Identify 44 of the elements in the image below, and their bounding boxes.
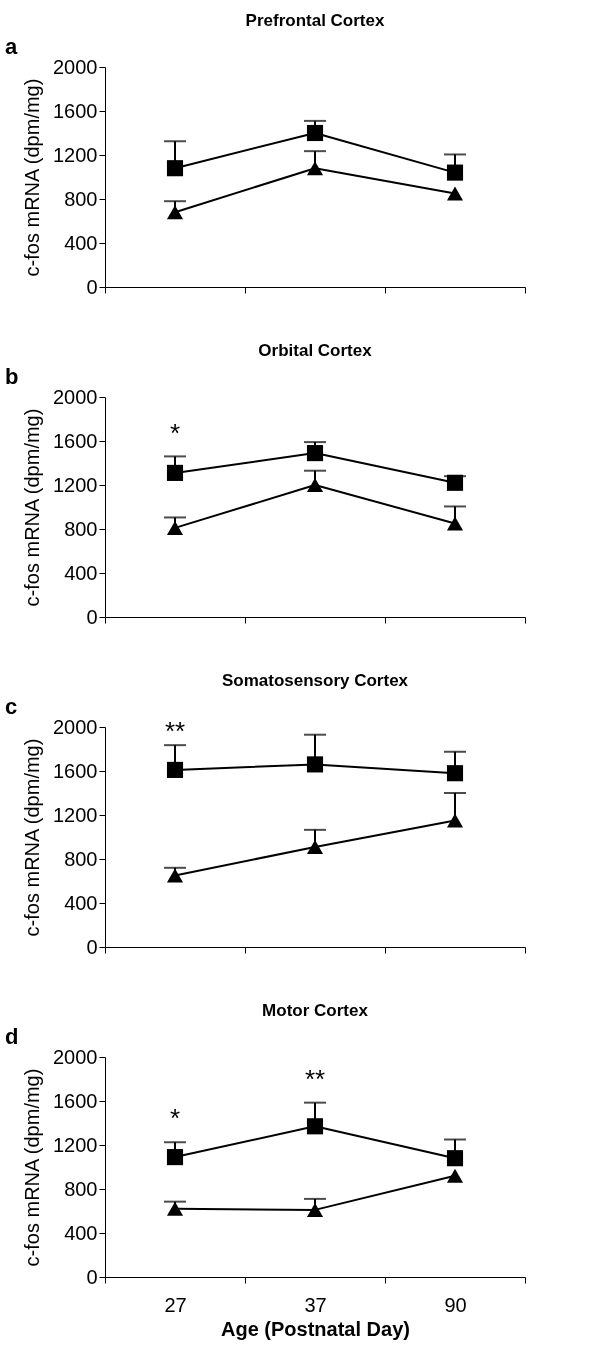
y-tick-label: 800 (64, 847, 98, 870)
y-tick-label: 1600 (53, 1089, 98, 1112)
y-tick-label: 2000 (53, 55, 98, 78)
y-tick-label: 1200 (53, 803, 98, 826)
y-tick-label: 2000 (53, 1045, 98, 1068)
annotation: ** (164, 716, 186, 746)
y-tick-label: 400 (64, 231, 98, 254)
annotation: * (169, 418, 181, 448)
y-tick-label: 0 (86, 605, 98, 628)
y-axis-title: c-fos mRNA (dpm/mg) (21, 1068, 44, 1267)
y-tick-label: 1200 (53, 473, 98, 496)
y-tick-label: 800 (64, 517, 98, 540)
text: a (5, 34, 18, 59)
chart-title: Motor Cortex (262, 1001, 369, 1020)
x-tick-label: 27 (164, 1293, 187, 1316)
chart-title: Orbital Cortex (258, 341, 373, 360)
y-axis-title: c-fos mRNA (dpm/mg) (21, 78, 44, 277)
text: d (5, 1024, 19, 1049)
y-tick-label: 400 (64, 1221, 98, 1244)
x-tick-label: 90 (444, 1293, 467, 1316)
y-tick-label: 400 (64, 891, 98, 914)
y-tick-label: 2000 (53, 715, 98, 738)
chart-title: Prefrontal Cortex (245, 11, 385, 30)
text: c (5, 694, 18, 719)
y-tick-label: 0 (86, 935, 98, 958)
text: b (5, 364, 19, 389)
y-tick-label: 2000 (53, 385, 98, 408)
y-tick-label: 1200 (53, 143, 98, 166)
chart-title: Somatosensory Cortex (221, 671, 409, 690)
y-tick-label: 0 (86, 1265, 98, 1288)
y-axis-title: c-fos mRNA (dpm/mg) (21, 738, 44, 937)
y-tick-label: 0 (86, 275, 98, 298)
y-tick-label: 1200 (53, 1133, 98, 1156)
y-tick-label: 1600 (53, 429, 98, 452)
x-tick-label: 37 (304, 1293, 327, 1316)
y-tick-label: 400 (64, 561, 98, 584)
y-axis-title: c-fos mRNA (dpm/mg) (21, 408, 44, 607)
y-tick-label: 1600 (53, 99, 98, 122)
y-tick-label: 1600 (53, 759, 98, 782)
x-axis-title: Age (Postnatal Day) (221, 1317, 410, 1340)
y-tick-label: 800 (64, 1177, 98, 1200)
annotation: ** (304, 1064, 326, 1094)
y-tick-label: 800 (64, 187, 98, 210)
annotation: * (169, 1103, 181, 1133)
